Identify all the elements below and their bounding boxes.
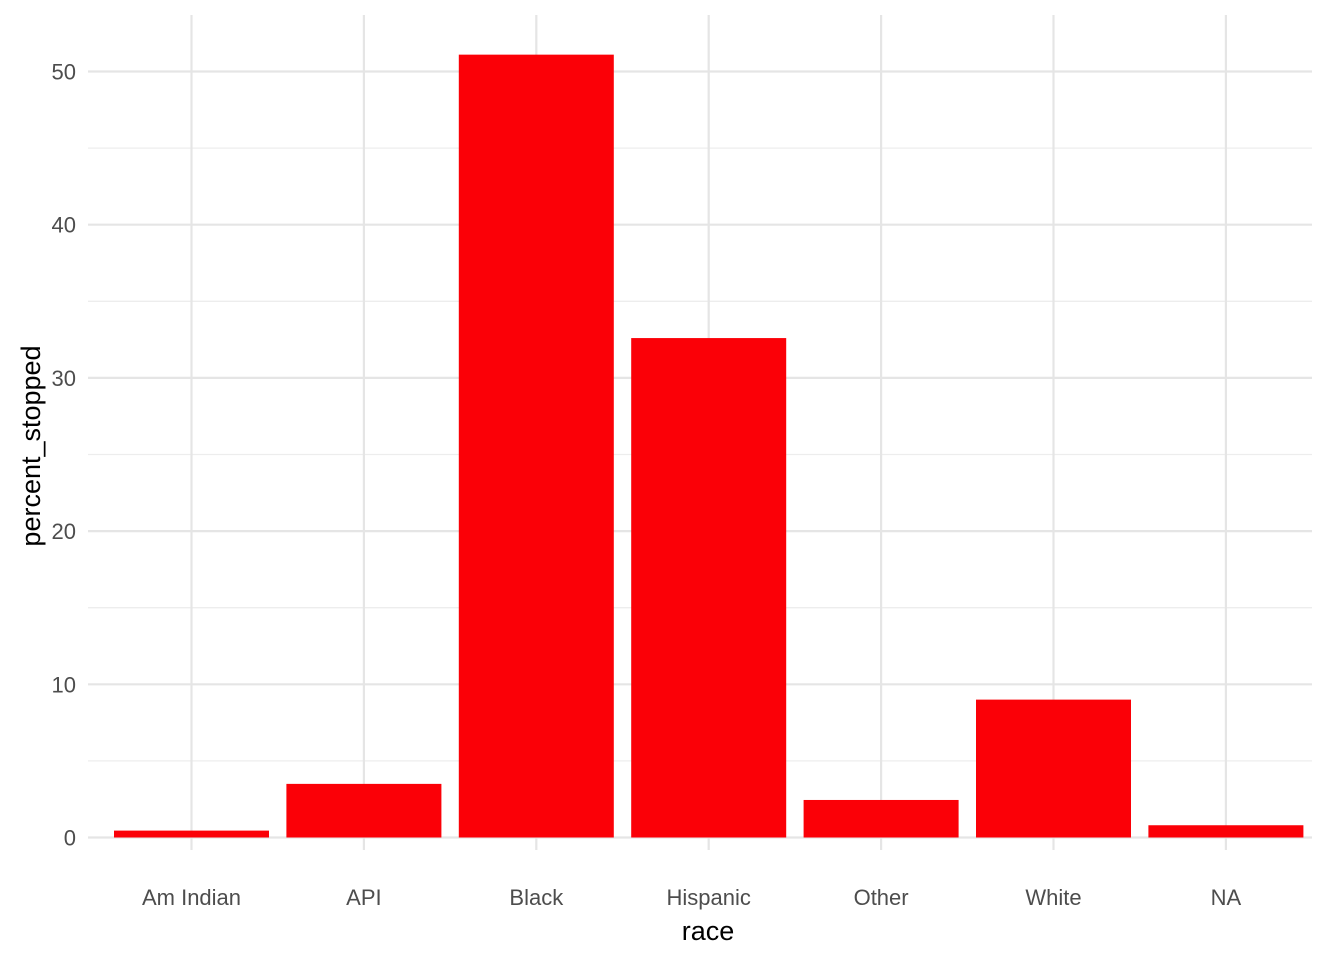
- x-tick-labels: Am Indian API Black Hispanic Other White NA: [142, 885, 1242, 910]
- x-tick-label: API: [346, 885, 381, 910]
- bar-na: [1148, 825, 1304, 838]
- y-tick-label: 10: [52, 672, 76, 697]
- y-tick-labels: 0 10 20 30 40 50: [52, 60, 76, 851]
- y-tick-label: 20: [52, 519, 76, 544]
- bar-hispanic: [631, 338, 787, 838]
- y-tick-label: 50: [52, 60, 76, 85]
- x-tick-label: Hispanic: [667, 885, 751, 910]
- x-axis-title: race: [682, 916, 735, 946]
- y-tick-label: 40: [52, 213, 76, 238]
- bar-api: [286, 783, 442, 838]
- bar-white: [976, 699, 1131, 838]
- bars: [114, 54, 1304, 838]
- y-tick-label: 0: [64, 826, 76, 851]
- x-tick-label: Am Indian: [142, 885, 241, 910]
- bar-am-indian: [114, 830, 269, 838]
- y-axis-title: percent_stopped: [16, 345, 46, 546]
- x-tick-label: Black: [509, 885, 564, 910]
- bar-other: [803, 799, 959, 838]
- y-tick-label: 30: [52, 366, 76, 391]
- bar-black: [458, 54, 614, 838]
- x-tick-label: Other: [854, 885, 909, 910]
- x-tick-label: NA: [1211, 885, 1242, 910]
- x-tick-label: White: [1025, 885, 1081, 910]
